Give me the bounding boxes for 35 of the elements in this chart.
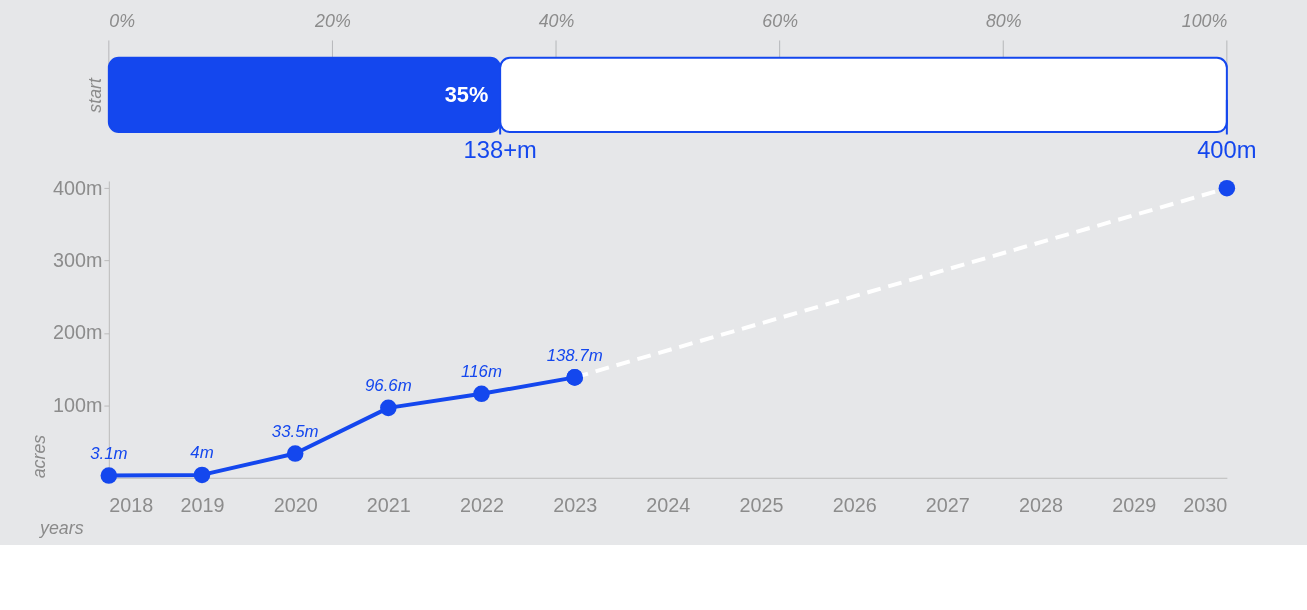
data-label: 138.7m: [546, 345, 603, 365]
data-label: 33.5m: [271, 421, 319, 441]
x-tick-label: 2026: [832, 493, 877, 516]
x-tick-label: 2022: [460, 493, 504, 516]
annotation: 138+m: [463, 137, 537, 164]
x-tick-label: 2025: [739, 493, 784, 516]
x-axis-title: years: [38, 517, 84, 538]
x-tick-label: 2028: [1019, 493, 1064, 516]
x-tick-label: 2021: [366, 493, 411, 516]
x-tick-label: 20%: [314, 11, 351, 32]
data-label: 4m: [190, 443, 214, 463]
data-label: 3.1m: [90, 443, 128, 463]
x-tick-label: 2019: [180, 493, 225, 516]
x-tick-label: 100%: [1181, 11, 1228, 32]
annotation: 400m: [1197, 137, 1257, 164]
x-tick-label: 80%: [985, 11, 1022, 32]
x-tick-label: 2024: [646, 493, 691, 516]
y-axis-title: start: [85, 77, 106, 113]
x-tick-label: 0%: [109, 11, 136, 32]
x-tick-label: 2027: [925, 493, 970, 516]
x-tick-label: 2029: [1112, 493, 1157, 516]
x-tick-label: 2018: [109, 493, 154, 516]
x-tick-label: 2023: [553, 493, 598, 516]
data-label: 35%: [444, 81, 489, 107]
x-tick-label: 60%: [762, 11, 799, 32]
x-tick-label: 40%: [538, 11, 575, 32]
y-tick-label: 300m: [52, 249, 103, 272]
y-tick-label: 400m: [52, 176, 103, 199]
x-tick-label: 2020: [273, 493, 318, 516]
data-label: 96.6m: [365, 376, 412, 396]
y-tick-label: 100m: [52, 393, 103, 416]
data-label: 116m: [461, 362, 502, 381]
y-axis-title: acres: [28, 434, 49, 479]
x-tick-label: 2030: [1183, 493, 1228, 516]
y-tick-label: 200m: [52, 321, 103, 344]
